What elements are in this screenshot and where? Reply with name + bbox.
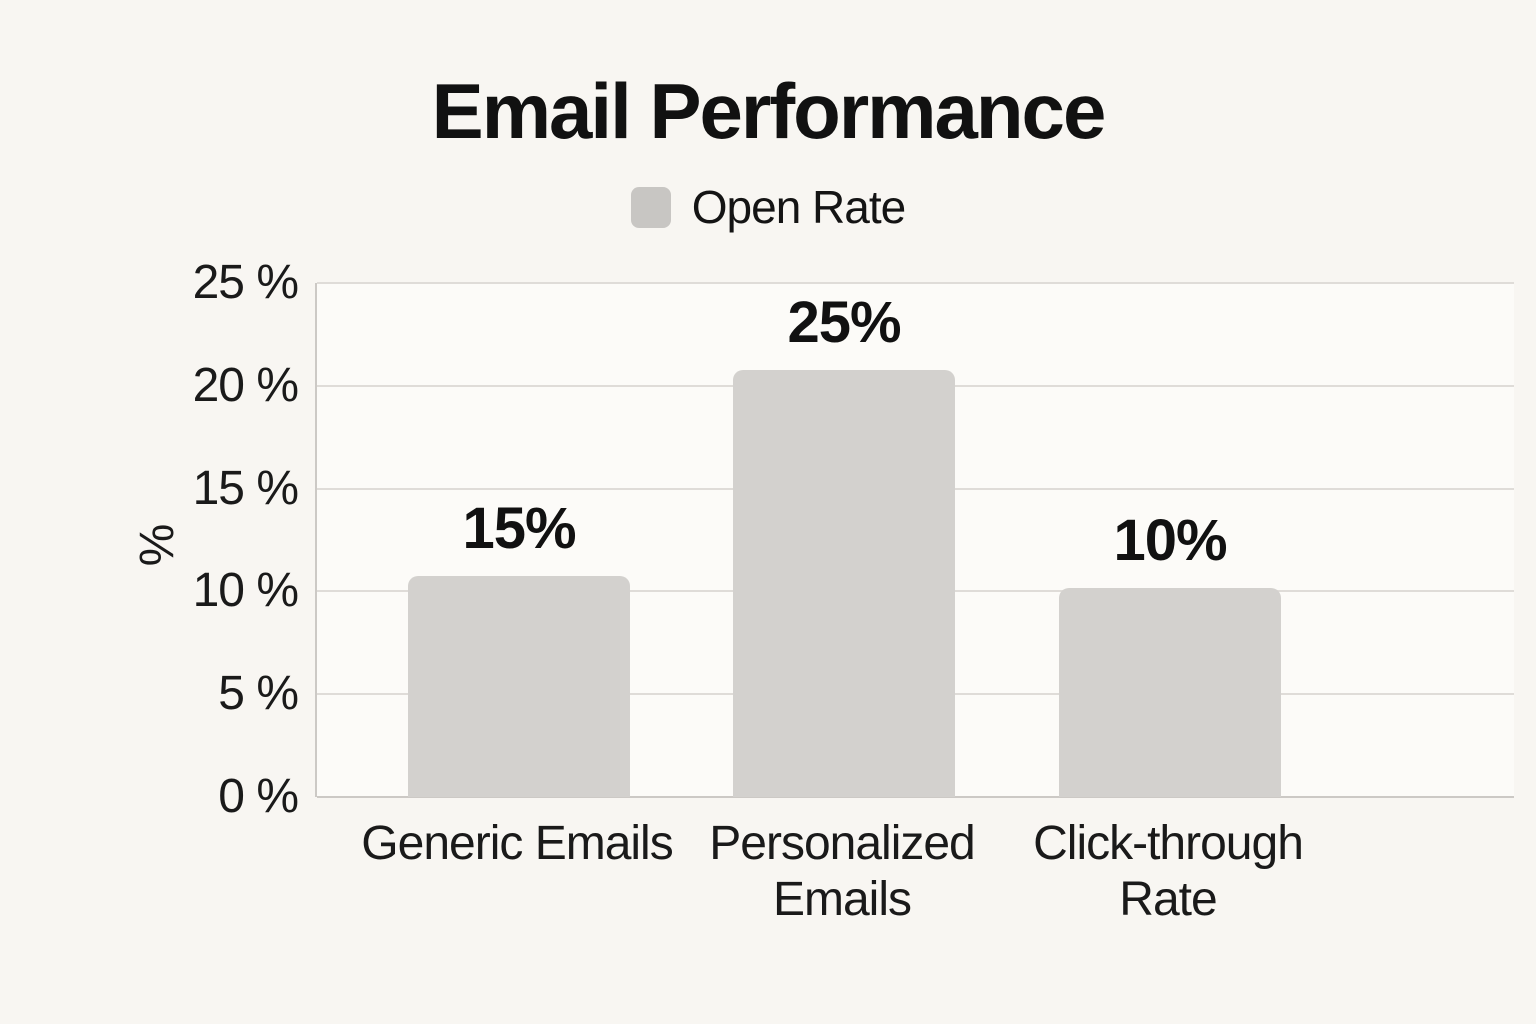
legend-label: Open Rate	[691, 181, 906, 233]
gridline	[317, 282, 1514, 284]
bar	[1059, 587, 1281, 797]
chart-title: Email Performance	[431, 67, 1107, 155]
legend-swatch	[630, 186, 671, 228]
plot-area: 15% 25% 10%	[315, 282, 1514, 798]
y-tick-label: 10 %	[192, 564, 299, 618]
y-tick-label: 5 %	[218, 667, 299, 721]
bar	[733, 369, 955, 797]
y-tick-label: 15 %	[192, 461, 299, 515]
y-tick-label: 0 %	[218, 770, 299, 823]
legend: Open Rate	[0, 180, 1536, 234]
x-tick-label: Click-through Rate	[1033, 817, 1304, 927]
gridline	[317, 796, 1514, 798]
bar-value-label: 10%	[1113, 507, 1227, 573]
bar-value-label: 15%	[462, 495, 576, 561]
x-tick-label: Generic Emails	[361, 817, 673, 870]
y-tick-label: 20 %	[192, 358, 299, 412]
x-tick-label: Personalized Emails	[709, 817, 976, 927]
bar	[408, 575, 630, 797]
y-tick-label: 25 %	[192, 256, 299, 309]
bar-value-label: 25%	[787, 289, 901, 355]
